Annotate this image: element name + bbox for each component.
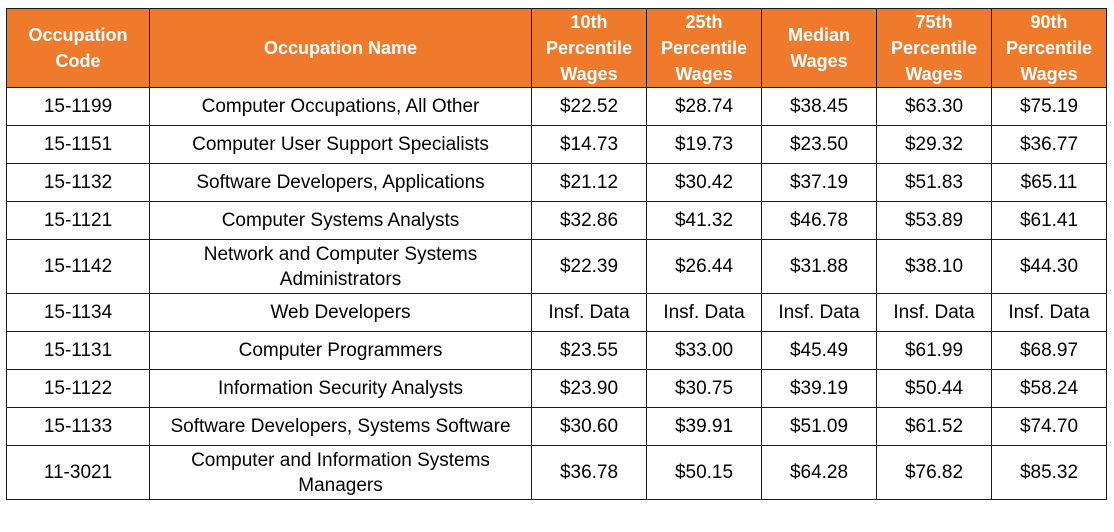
p10-wage-cell: $22.39 <box>531 239 647 294</box>
occupation-code-cell: 15-1142 <box>6 239 150 294</box>
p25-wage-cell: $39.91 <box>646 407 762 446</box>
header-10th-percentile: 10th Percentile Wages <box>531 8 647 88</box>
p10-wage-cell: $23.90 <box>531 369 647 408</box>
p25-wage-cell: $30.75 <box>646 369 762 408</box>
median-wage-cell: $31.88 <box>761 239 877 294</box>
header-median: Median Wages <box>761 8 877 88</box>
median-wage-cell: $37.19 <box>761 163 877 202</box>
occupation-code-cell: 15-1122 <box>6 369 150 408</box>
table-row: 15-1121 Computer Systems Analysts $32.86 $4… <box>6 201 1107 240</box>
p10-wage-cell: $14.73 <box>531 125 647 164</box>
occupation-code-cell: 15-1132 <box>6 163 150 202</box>
occupation-name-cell: Computer User Support Specialists <box>149 125 532 164</box>
wage-table: Occupation Code Occupation Name 10th Per… <box>6 8 1107 500</box>
occupation-code-cell: 15-1199 <box>6 87 150 126</box>
table-row: 15-1122 Information Security Analysts $23.… <box>6 369 1107 408</box>
occupation-name-cell: Software Developers, Systems Software <box>149 407 532 446</box>
occupation-name-cell: Software Developers, Applications <box>149 163 532 202</box>
p10-wage-cell: $23.55 <box>531 331 647 370</box>
table-row: 15-1142 Network and Computer Systems Admi… <box>6 239 1107 294</box>
median-wage-cell: $45.49 <box>761 331 877 370</box>
p90-wage-cell: $85.32 <box>991 445 1107 500</box>
median-wage-cell: $38.45 <box>761 87 877 126</box>
median-wage-cell: Insf. Data <box>761 293 877 332</box>
p10-wage-cell: $32.86 <box>531 201 647 240</box>
occupation-code-cell: 15-1134 <box>6 293 150 332</box>
median-wage-cell: $39.19 <box>761 369 877 408</box>
occupation-name-cell: Network and Computer Systems Administrat… <box>149 239 532 294</box>
median-wage-cell: $46.78 <box>761 201 877 240</box>
p75-wage-cell: $61.52 <box>876 407 992 446</box>
header-25th-percentile: 25th Percentile Wages <box>646 8 762 88</box>
p90-wage-cell: $58.24 <box>991 369 1107 408</box>
occupation-name-cell: Computer Systems Analysts <box>149 201 532 240</box>
occupation-code-cell: 15-1151 <box>6 125 150 164</box>
occupation-name-cell: Information Security Analysts <box>149 369 532 408</box>
p10-wage-cell: Insf. Data <box>531 293 647 332</box>
table-row: 15-1199 Computer Occupations, All Other $2… <box>6 87 1107 126</box>
table-row: 11-3021 Computer and Information Systems … <box>6 445 1107 500</box>
table-row: 15-1151 Computer User Support Specialists… <box>6 125 1107 164</box>
p25-wage-cell: $50.15 <box>646 445 762 500</box>
p25-wage-cell: $30.42 <box>646 163 762 202</box>
header-occupation-code: Occupation Code <box>6 8 150 88</box>
p75-wage-cell: $53.89 <box>876 201 992 240</box>
occupation-code-cell: 11-3021 <box>6 445 150 500</box>
header-75th-percentile: 75th Percentile Wages <box>876 8 992 88</box>
p25-wage-cell: $28.74 <box>646 87 762 126</box>
occupation-code-cell: 15-1121 <box>6 201 150 240</box>
p10-wage-cell: $21.12 <box>531 163 647 202</box>
table-row: 15-1132 Software Developers, Applications… <box>6 163 1107 202</box>
p25-wage-cell: $41.32 <box>646 201 762 240</box>
median-wage-cell: $51.09 <box>761 407 877 446</box>
p75-wage-cell: $76.82 <box>876 445 992 500</box>
median-wage-cell: $23.50 <box>761 125 877 164</box>
p75-wage-cell: $63.30 <box>876 87 992 126</box>
p90-wage-cell: $65.11 <box>991 163 1107 202</box>
p90-wage-cell: $74.70 <box>991 407 1107 446</box>
p25-wage-cell: $33.00 <box>646 331 762 370</box>
occupation-name-cell: Computer Occupations, All Other <box>149 87 532 126</box>
header-row: Occupation Code Occupation Name 10th Per… <box>6 8 1107 88</box>
table-row: 15-1134 Web Developers Insf. Data Insf. Dat… <box>6 293 1107 332</box>
header-90th-percentile: 90th Percentile Wages <box>991 8 1107 88</box>
table-row: 15-1133 Software Developers, Systems Soft… <box>6 407 1107 446</box>
p75-wage-cell: $50.44 <box>876 369 992 408</box>
p75-wage-cell: $51.83 <box>876 163 992 202</box>
p90-wage-cell: $36.77 <box>991 125 1107 164</box>
p75-wage-cell: Insf. Data <box>876 293 992 332</box>
occupation-code-cell: 15-1131 <box>6 331 150 370</box>
p90-wage-cell: $44.30 <box>991 239 1107 294</box>
header-occupation-name: Occupation Name <box>149 8 532 88</box>
p10-wage-cell: $30.60 <box>531 407 647 446</box>
p25-wage-cell: $26.44 <box>646 239 762 294</box>
p90-wage-cell: Insf. Data <box>991 293 1107 332</box>
occupation-name-cell: Web Developers <box>149 293 532 332</box>
table-body: 15-1199 Computer Occupations, All Other $2… <box>6 87 1107 500</box>
p10-wage-cell: $22.52 <box>531 87 647 126</box>
p90-wage-cell: $75.19 <box>991 87 1107 126</box>
median-wage-cell: $64.28 <box>761 445 877 500</box>
p90-wage-cell: $68.97 <box>991 331 1107 370</box>
p25-wage-cell: Insf. Data <box>646 293 762 332</box>
p75-wage-cell: $38.10 <box>876 239 992 294</box>
p90-wage-cell: $61.41 <box>991 201 1107 240</box>
p75-wage-cell: $61.99 <box>876 331 992 370</box>
table-row: 15-1131 Computer Programmers $23.55 $33.00 $… <box>6 331 1107 370</box>
p25-wage-cell: $19.73 <box>646 125 762 164</box>
p75-wage-cell: $29.32 <box>876 125 992 164</box>
p10-wage-cell: $36.78 <box>531 445 647 500</box>
occupation-name-cell: Computer and Information Systems Manager… <box>149 445 532 500</box>
occupation-code-cell: 15-1133 <box>6 407 150 446</box>
occupation-name-cell: Computer Programmers <box>149 331 532 370</box>
